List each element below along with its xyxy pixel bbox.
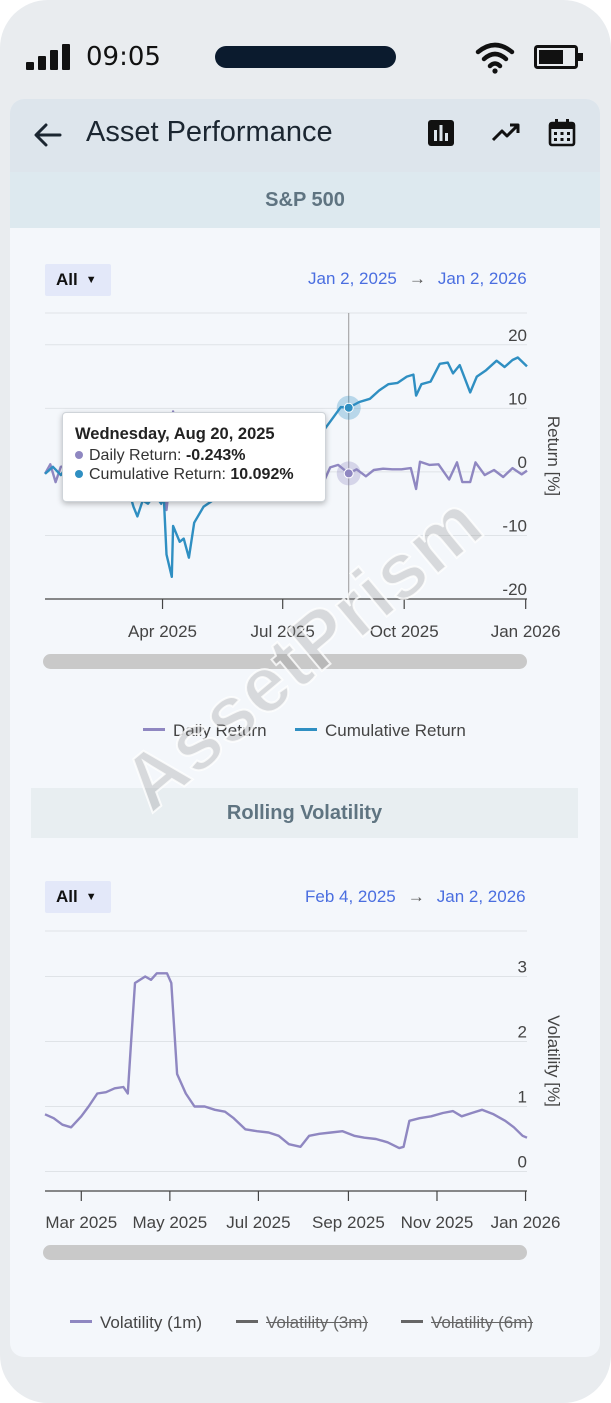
x-tick-label: Jul 2025 (251, 622, 315, 641)
hover-marker-cumulative (343, 402, 354, 413)
daily-dot-icon (75, 451, 83, 459)
legend-label-vol-1m: Volatility (1m) (100, 1313, 203, 1332)
y-tick-label: 2 (518, 1023, 527, 1042)
tooltip-daily-value: -0.243% (185, 447, 246, 464)
legend-item-vol-1m[interactable]: Volatility (1m) (70, 1313, 202, 1333)
y-axis-title: Return [%] (544, 416, 563, 496)
y-axis-title: Volatility [%] (544, 1015, 563, 1107)
calendar-icon[interactable] (547, 118, 577, 148)
legend-swatch-daily (143, 728, 165, 731)
date-range-arrow: → (408, 269, 426, 288)
legend-swatch-cumulative (295, 728, 317, 731)
returns-chart[interactable]: -20 -10 0 10 20 Return [%] Apr 2025 Jul 2025 Oct… (10, 299, 600, 649)
y-tick-label: 1 (518, 1088, 527, 1107)
range-select-label: All (56, 887, 78, 906)
date-range-start[interactable]: Jan 2, 2025 (308, 269, 397, 288)
date-range-start[interactable]: Feb 4, 2025 (305, 887, 396, 906)
legend-label-cumulative: Cumulative Return (325, 721, 466, 740)
range-select-label: All (56, 270, 78, 289)
y-tick-label: -20 (502, 580, 527, 599)
battery-icon (534, 45, 583, 69)
section-header-sp500: S&P 500 (10, 172, 600, 228)
legend-item-vol-6m[interactable]: Volatility (6m) (401, 1313, 533, 1333)
date-range-volatility: Feb 4, 2025 → Jan 2, 2026 (305, 887, 526, 907)
tooltip-daily-row: Daily Return: -0.243% (75, 447, 325, 465)
range-select-returns[interactable]: All ▼ (45, 264, 111, 296)
tooltip-cum-row: Cumulative Return: 10.092% (75, 466, 325, 484)
x-tick-label: Jul 2025 (226, 1213, 290, 1232)
y-tick-label: 3 (518, 958, 527, 977)
date-range-end[interactable]: Jan 2, 2026 (436, 887, 526, 906)
legend-item-vol-3m[interactable]: Volatility (3m) (236, 1313, 368, 1333)
signal-icon (26, 44, 70, 70)
tooltip-cum-value: 10.092% (230, 466, 294, 483)
volatility-range-slider[interactable] (43, 1245, 527, 1260)
app-screen: Asset Performance S&P 500 (10, 99, 600, 1357)
y-tick-label: 10 (508, 389, 527, 408)
x-tick-label: Apr 2025 (128, 622, 197, 641)
x-tick-label: Jan 2026 (491, 622, 561, 641)
y-tick-label: 20 (508, 326, 527, 345)
x-tick-label: Oct 2025 (370, 622, 439, 641)
app-bar: Asset Performance (10, 99, 600, 172)
caret-down-icon: ▼ (85, 891, 97, 903)
camera-notch (215, 46, 396, 68)
legend-swatch-vol-3m (236, 1320, 258, 1323)
y-tick-label: -10 (502, 516, 527, 535)
range-select-volatility[interactable]: All ▼ (45, 881, 111, 913)
cumulative-dot-icon (75, 470, 83, 478)
trending-up-icon[interactable] (491, 118, 521, 148)
legend-label-vol-6m: Volatility (6m) (431, 1313, 534, 1332)
tooltip-date: Wednesday, Aug 20, 2025 (75, 425, 275, 443)
wifi-icon (475, 42, 515, 74)
hover-tooltip: Wednesday, Aug 20, 2025 Daily Return: -0… (62, 412, 326, 502)
status-bar: 09:05 (0, 0, 611, 100)
tooltip-daily-label: Daily Return: (89, 447, 182, 464)
legend-swatch-vol-6m (401, 1320, 423, 1323)
x-tick-label: May 2025 (133, 1213, 208, 1232)
x-tick-label: Jan 2026 (491, 1213, 561, 1232)
legend-label-daily: Daily Return (173, 721, 267, 740)
bar-chart-icon[interactable] (426, 118, 456, 148)
y-tick-label: 0 (518, 453, 527, 472)
x-tick-label: Nov 2025 (401, 1213, 474, 1232)
hover-marker-daily (343, 468, 354, 479)
legend-item-daily[interactable]: Daily Return (143, 721, 267, 741)
legend-label-vol-3m: Volatility (3m) (266, 1313, 369, 1332)
date-range-end[interactable]: Jan 2, 2026 (437, 269, 527, 288)
section-header-volatility: Rolling Volatility (31, 788, 578, 838)
date-range-arrow: → (407, 887, 425, 906)
date-range-returns: Jan 2, 2025 → Jan 2, 2026 (308, 269, 527, 289)
tooltip-cum-label: Cumulative Return: (89, 466, 226, 483)
status-time: 09:05 (86, 42, 161, 72)
caret-down-icon: ▼ (85, 274, 97, 286)
legend-item-cumulative[interactable]: Cumulative Return (295, 721, 466, 741)
legend-swatch-vol-1m (70, 1320, 92, 1323)
back-arrow-icon[interactable] (32, 119, 64, 151)
series-line-1 (44, 972, 528, 1150)
y-tick-label: 0 (518, 1153, 527, 1172)
page-title: Asset Performance (86, 116, 333, 148)
x-tick-label: Sep 2025 (312, 1213, 385, 1232)
returns-range-slider[interactable] (43, 654, 527, 669)
x-tick-label: Mar 2025 (45, 1213, 117, 1232)
volatility-chart[interactable]: 0 1 2 3 Volatility [%] Mar 2025 May 2025 Jul 20… (10, 919, 600, 1239)
